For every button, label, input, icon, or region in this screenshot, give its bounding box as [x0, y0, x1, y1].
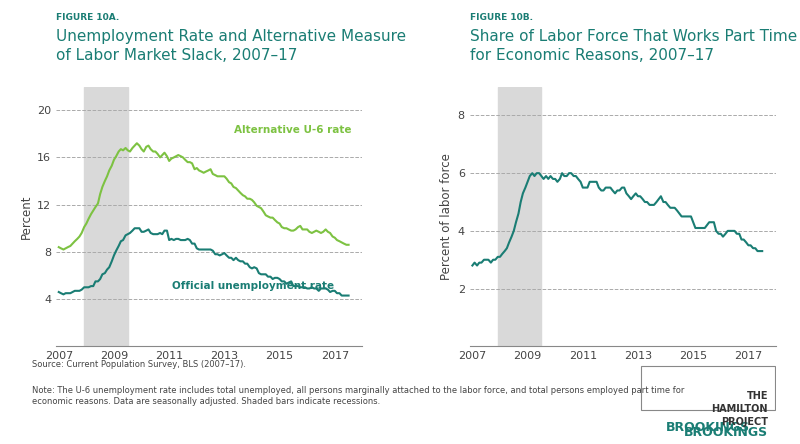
- Bar: [84, 87, 128, 346]
- Text: BROOKINGS: BROOKINGS: [666, 421, 750, 434]
- Y-axis label: Percent of labor force: Percent of labor force: [441, 153, 454, 280]
- Text: BROOKINGS: BROOKINGS: [684, 426, 768, 439]
- Text: THE
HAMILTON
PROJECT: THE HAMILTON PROJECT: [711, 391, 768, 427]
- Text: THE: THE: [701, 368, 715, 377]
- Text: Alternative U-6 rate: Alternative U-6 rate: [234, 125, 351, 135]
- Text: FIGURE 10B.: FIGURE 10B.: [470, 13, 533, 22]
- Text: FIGURE 10A.: FIGURE 10A.: [56, 13, 119, 22]
- Text: HAMILTON: HAMILTON: [676, 382, 740, 392]
- Bar: [498, 87, 542, 346]
- Text: Note: The U-6 unemployment rate includes total unemployed, all persons marginall: Note: The U-6 unemployment rate includes…: [32, 386, 684, 406]
- Text: PROJECT: PROJECT: [692, 400, 724, 408]
- Text: Unemployment Rate and Alternative Measure
of Labor Market Slack, 2007–17: Unemployment Rate and Alternative Measur…: [56, 29, 406, 63]
- FancyBboxPatch shape: [642, 366, 774, 410]
- Text: Official unemployment rate: Official unemployment rate: [173, 281, 334, 291]
- Text: Source: Current Population Survey, BLS (2007–17).: Source: Current Population Survey, BLS (…: [32, 360, 246, 369]
- Text: Share of Labor Force That Works Part Time
for Economic Reasons, 2007–17: Share of Labor Force That Works Part Tim…: [470, 29, 797, 63]
- Y-axis label: Percent: Percent: [20, 194, 33, 239]
